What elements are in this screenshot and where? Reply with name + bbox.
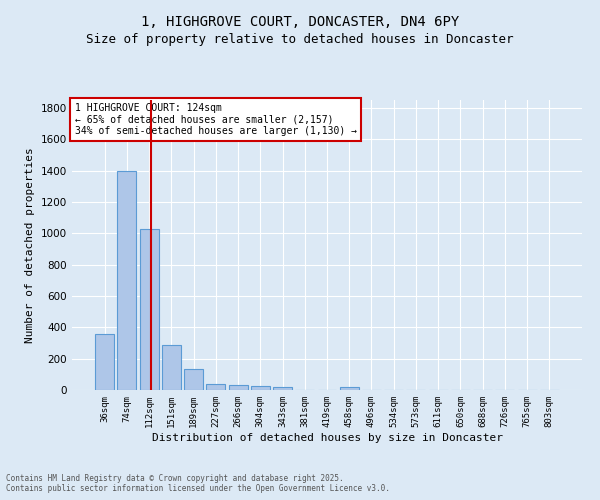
Text: Contains public sector information licensed under the Open Government Licence v3: Contains public sector information licen… <box>6 484 390 493</box>
Bar <box>206 384 225 390</box>
Text: Contains HM Land Registry data © Crown copyright and database right 2025.: Contains HM Land Registry data © Crown c… <box>6 474 344 483</box>
Bar <box>229 384 248 390</box>
Text: 1, HIGHGROVE COURT, DONCASTER, DN4 6PY: 1, HIGHGROVE COURT, DONCASTER, DN4 6PY <box>141 15 459 29</box>
Bar <box>162 344 181 390</box>
Bar <box>251 386 270 390</box>
Bar <box>118 170 136 390</box>
Text: 1 HIGHGROVE COURT: 124sqm
← 65% of detached houses are smaller (2,157)
34% of se: 1 HIGHGROVE COURT: 124sqm ← 65% of detac… <box>74 103 356 136</box>
Bar <box>340 387 359 390</box>
Bar <box>184 368 203 390</box>
Bar <box>273 387 292 390</box>
X-axis label: Distribution of detached houses by size in Doncaster: Distribution of detached houses by size … <box>151 432 503 442</box>
Bar <box>140 228 158 390</box>
Y-axis label: Number of detached properties: Number of detached properties <box>25 147 35 343</box>
Text: Size of property relative to detached houses in Doncaster: Size of property relative to detached ho… <box>86 32 514 46</box>
Bar <box>95 334 114 390</box>
